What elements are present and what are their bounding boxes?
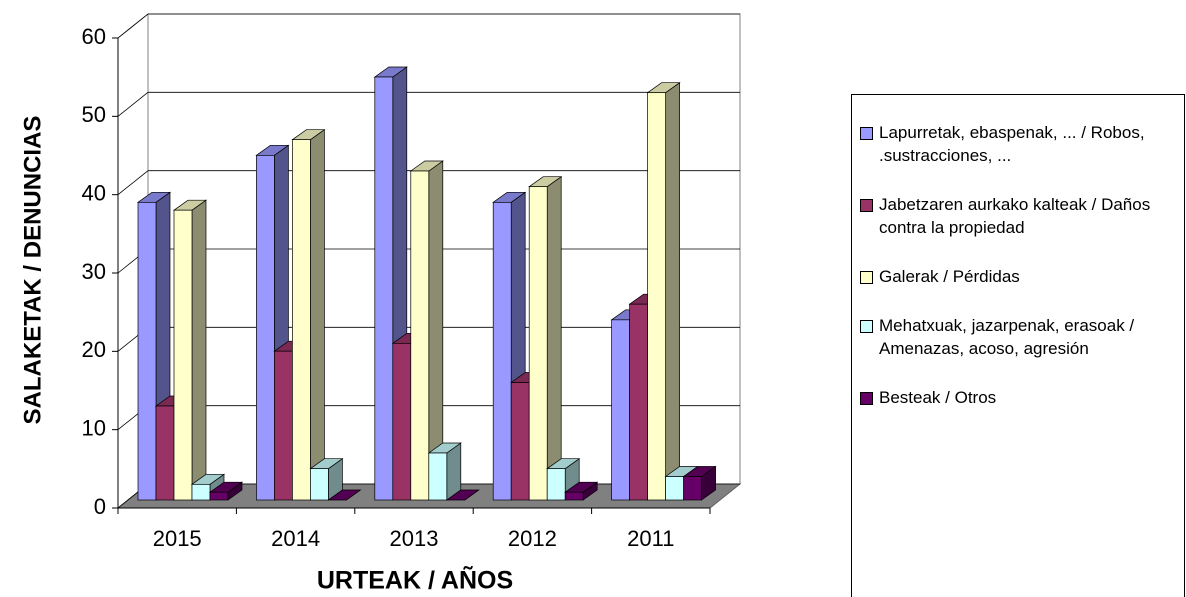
legend: Lapurretak, ebaspenak, ... / Robos, .sus… [851,94,1185,597]
legend-label: Jabetzaren aurkako kalteak / Daños contr… [879,195,1151,237]
x-tick-label: 2014 [271,526,320,551]
x-tick-label: 2013 [390,526,439,551]
bar-top [445,489,480,501]
bar [137,201,157,501]
y-tick-label: 20 [82,337,106,362]
bar-side [546,175,562,501]
legend-label: Besteak / Otros [879,388,997,407]
y-tick-label: 10 [82,415,106,440]
y-tick-label: 50 [82,102,106,127]
x-tick-label: 2015 [153,526,202,551]
legend-swatch [860,392,873,405]
bar [492,201,512,501]
chart: SALAKETAK / DENUNCIAS URTEAK / AÑOS 0 10 2… [19,12,742,595]
bar [665,476,684,501]
bar [629,303,648,501]
legend-swatch [860,199,873,212]
bar [611,319,630,501]
bar [528,186,548,501]
y-tick-label: 40 [82,180,106,205]
y-tick-label: 0 [94,494,106,519]
legend-swatch [860,271,873,284]
y-tick-label: 60 [82,24,106,49]
bar-side [310,128,325,501]
grid-line [117,13,149,39]
bar [374,76,394,501]
legend-swatch [860,127,873,140]
bar [256,154,275,501]
bar [647,92,666,501]
bar-side [191,199,207,501]
bar [191,483,211,501]
bar [292,139,311,501]
grid-line [117,170,149,195]
y-axis-title: SALAKETAK / DENUNCIAS [19,116,46,425]
bar [392,342,412,501]
bar [155,405,175,501]
legend-swatch [860,320,873,333]
bar [683,476,702,501]
legend-item: Jabetzaren aurkako kalteak / Daños contr… [860,193,1184,239]
legend-label: Lapurretak, ebaspenak, ... / Robos, .sus… [879,123,1145,165]
x-axis-title: URTEAK / AÑOS [317,565,513,595]
bar-top [327,489,362,501]
bar [209,491,229,501]
legend-item: Besteak / Otros [860,386,1184,409]
legend-label: Galerak / Pérdidas [879,267,1020,286]
bar [428,452,448,501]
legend-item: Mehatxuak, jazarpenak, erasoak / Amenaza… [860,314,1184,360]
bar [274,350,293,501]
legend-item: Lapurretak, ebaspenak, ... / Robos, .sus… [860,121,1184,167]
bar [564,491,584,501]
bar [546,468,566,501]
x-tick-label: 2011 [627,526,674,551]
bar [510,382,530,501]
bar-side [665,81,680,501]
bar [310,468,329,501]
grid-line [117,92,149,117]
bar [173,209,193,501]
x-tick-label: 2012 [508,526,557,551]
y-tick-label: 30 [82,259,106,284]
legend-item: Galerak / Pérdidas [860,265,1184,288]
legend-label: Mehatxuak, jazarpenak, erasoak / Amenaza… [879,316,1135,358]
bar [410,170,430,501]
